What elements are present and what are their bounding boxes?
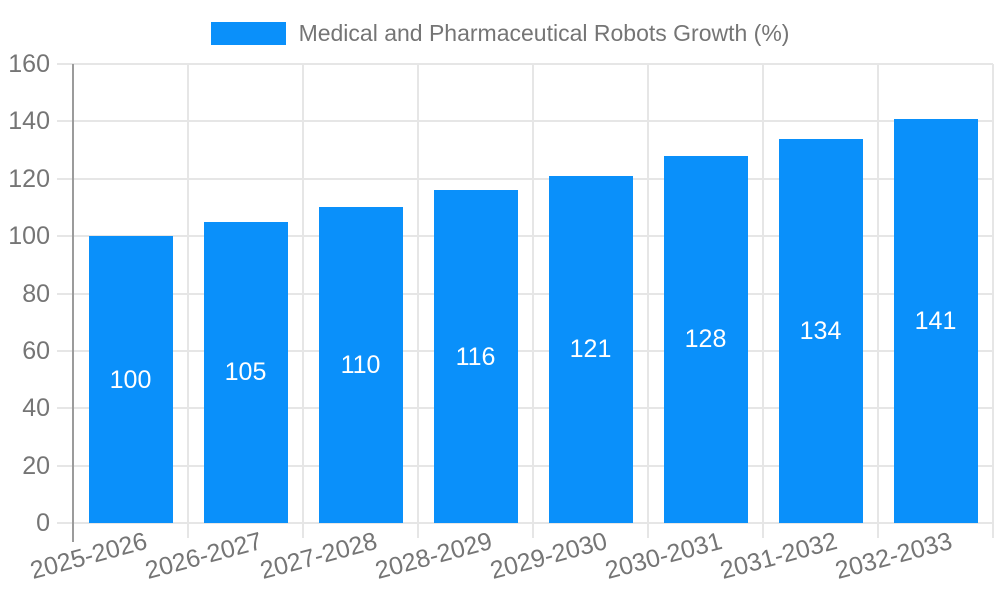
x-axis-category-label: 2029-2030	[487, 526, 611, 585]
bar[interactable]	[893, 118, 978, 523]
chart-legend[interactable]: Medical and Pharmaceutical Robots Growth…	[0, 21, 1000, 45]
y-axis-tick-label: 160	[8, 50, 50, 78]
gridline-horizontal	[57, 407, 993, 410]
gridline-vertical	[647, 64, 649, 538]
gridline-horizontal	[57, 177, 993, 180]
bar[interactable]	[318, 207, 403, 523]
y-axis-tick-label: 0	[36, 509, 50, 537]
gridline-horizontal	[57, 63, 993, 65]
gridline-vertical	[417, 64, 419, 538]
bar-value-label: 128	[684, 325, 727, 354]
legend-swatch	[210, 21, 286, 45]
gridline-vertical	[992, 64, 994, 538]
gridline-vertical	[532, 64, 534, 538]
bar-value-label: 134	[799, 316, 842, 345]
bar[interactable]	[203, 221, 288, 523]
gridline-vertical	[187, 64, 189, 538]
y-axis-tick-label: 40	[22, 394, 50, 423]
gridline-horizontal	[57, 464, 993, 467]
gridline-horizontal	[57, 349, 993, 352]
x-axis-category-label: 2028-2029	[372, 526, 496, 585]
x-axis-category-label: 2030-2031	[602, 526, 726, 585]
bar[interactable]	[778, 138, 863, 523]
y-axis-tick-label: 20	[22, 451, 50, 480]
bar-value-label: 121	[569, 335, 612, 364]
bar-value-label: 100	[109, 365, 152, 394]
bar-value-label: 110	[340, 351, 381, 380]
x-axis-category-label: 2031-2032	[717, 526, 841, 585]
gridline-horizontal	[57, 522, 993, 524]
bar-value-label: 141	[914, 306, 957, 335]
bar-value-label: 105	[224, 358, 267, 387]
y-axis-tick-label: 60	[22, 336, 50, 365]
gridline-vertical	[302, 64, 304, 538]
gridline-horizontal	[57, 235, 993, 238]
gridline-vertical	[762, 64, 764, 538]
y-axis-tick-label: 80	[22, 279, 50, 308]
gridline-horizontal	[57, 292, 993, 295]
y-axis-tick-label: 120	[8, 164, 50, 193]
bar[interactable]	[433, 190, 518, 523]
bar[interactable]	[663, 155, 748, 523]
bar[interactable]	[548, 175, 633, 523]
x-axis-category-label: 2027-2028	[257, 526, 381, 585]
gridline-vertical	[877, 64, 879, 538]
x-axis-category-label: 2032-2033	[832, 526, 956, 585]
gridline-horizontal	[57, 120, 993, 123]
y-axis-tick-label: 100	[8, 222, 50, 251]
bar-value-label: 116	[455, 342, 496, 371]
y-axis-tick-label: 140	[8, 107, 50, 136]
legend-label: Medical and Pharmaceutical Robots Growth…	[298, 20, 790, 46]
bar[interactable]	[88, 236, 173, 523]
x-axis-category-label: 2026-2027	[142, 526, 266, 585]
y-axis-line	[72, 64, 74, 542]
